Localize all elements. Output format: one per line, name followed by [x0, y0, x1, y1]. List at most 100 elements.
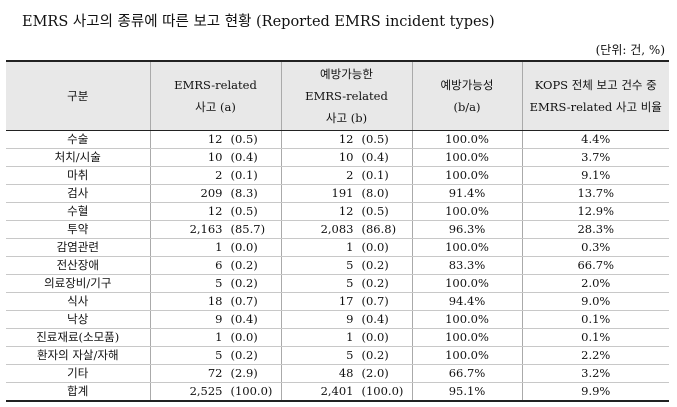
kops-ratio-cell: 9.0%: [521, 292, 669, 311]
preventable-percent: (0.4): [361, 150, 389, 164]
table-row: 마취 2 (0.1) 2 (0.1) 100.0% 9.1%: [6, 166, 669, 185]
emrs-count: 2,163: [189, 222, 223, 236]
preventability-cell: 100.0%: [411, 130, 522, 149]
emrs-count-cell: 6 (0.2): [149, 256, 281, 275]
emrs-count: 18: [207, 294, 223, 308]
preventable-count-cell: 5 (0.2): [280, 274, 412, 293]
preventability-cell: 95.1%: [411, 382, 522, 402]
emrs-count-cell: 18 (0.7): [149, 292, 281, 311]
emrs-count: 209: [200, 186, 223, 200]
table-row: 합계 2,525 (100.0) 2,401 (100.0) 95.1% 9.9%: [6, 382, 669, 402]
preventable-count-cell: 48 (2.0): [280, 364, 412, 383]
category-cell: 낙상: [6, 310, 150, 329]
preventable-percent: (0.5): [361, 204, 389, 218]
table-row: 수혈 12 (0.5) 12 (0.5) 100.0% 12.9%: [6, 202, 669, 221]
preventable-count-cell: 17 (0.7): [280, 292, 412, 311]
emrs-percent: (0.2): [230, 258, 258, 272]
kops-ratio-cell: 9.9%: [521, 382, 669, 402]
category-cell: 마취: [6, 166, 150, 185]
emrs-count-cell: 12 (0.5): [149, 130, 281, 149]
emrs-count-cell: 5 (0.2): [149, 274, 281, 293]
preventable-count-cell: 1 (0.0): [280, 328, 412, 347]
table-row: 수술 12 (0.5) 12 (0.5) 100.0% 4.4%: [6, 130, 669, 149]
kops-ratio-cell: 3.2%: [521, 364, 669, 383]
emrs-percent: (0.4): [230, 150, 258, 164]
emrs-percent: (0.7): [230, 294, 258, 308]
preventable-count: 17: [338, 294, 354, 308]
preventable-count: 191: [331, 186, 354, 200]
emrs-count-cell: 9 (0.4): [149, 310, 281, 329]
preventability-cell: 100.0%: [411, 202, 522, 221]
emrs-count: 1: [215, 240, 223, 254]
category-cell: 진료재료(소모품): [6, 328, 150, 347]
preventable-count: 12: [338, 204, 354, 218]
preventable-percent: (0.1): [361, 168, 389, 182]
preventability-cell: 66.7%: [411, 364, 522, 383]
preventable-count: 9: [346, 312, 354, 326]
preventable-count-cell: 2,401 (100.0): [280, 382, 412, 402]
emrs-percent: (100.0): [230, 384, 273, 398]
table-row: 검사 209 (8.3) 191 (8.0) 91.4% 13.7%: [6, 184, 669, 203]
category-cell: 감염관련: [6, 238, 150, 257]
kops-ratio-cell: 2.2%: [521, 346, 669, 365]
preventability-cell: 94.4%: [411, 292, 522, 311]
header-preventable-incidents: 예방가능한 EMRS-related 사고 (b): [280, 60, 412, 131]
preventable-count-cell: 191 (8.0): [280, 184, 412, 203]
emrs-count-cell: 209 (8.3): [149, 184, 281, 203]
emrs-count: 72: [207, 366, 223, 380]
table-row: 식사 18 (0.7) 17 (0.7) 94.4% 9.0%: [6, 292, 669, 311]
emrs-percent: (85.7): [230, 222, 266, 236]
emrs-percent: (2.9): [230, 366, 258, 380]
preventability-cell: 100.0%: [411, 166, 522, 185]
preventable-count: 10: [338, 150, 354, 164]
header-ratio-line2: EMRS-related 사고 비율: [529, 100, 662, 114]
category-cell: 전산장애: [6, 256, 150, 275]
preventable-count: 5: [346, 348, 354, 362]
preventable-count-cell: 1 (0.0): [280, 238, 412, 257]
category-cell: 합계: [6, 382, 150, 402]
table-row: 투약 2,163 (85.7) 2,083 (86.8) 96.3% 28.3%: [6, 220, 669, 239]
preventable-percent: (100.0): [361, 384, 404, 398]
preventable-count-cell: 2 (0.1): [280, 166, 412, 185]
emrs-percent: (0.1): [230, 168, 258, 182]
emrs-count-cell: 2 (0.1): [149, 166, 281, 185]
emrs-percent: (0.5): [230, 132, 258, 146]
table-row: 기타 72 (2.9) 48 (2.0) 66.7% 3.2%: [6, 364, 669, 383]
category-cell: 수혈: [6, 202, 150, 221]
header-preventability: 예방가능성 (b/a): [411, 60, 522, 131]
emrs-percent: (0.0): [230, 240, 258, 254]
emrs-count: 12: [207, 132, 223, 146]
emrs-count: 2: [215, 168, 223, 182]
preventable-count: 12: [338, 132, 354, 146]
header-emrs-line1: EMRS-related: [174, 78, 257, 92]
kops-ratio-cell: 66.7%: [521, 256, 669, 275]
kops-ratio-cell: 3.7%: [521, 148, 669, 167]
preventable-percent: (0.2): [361, 258, 389, 272]
emrs-count-cell: 10 (0.4): [149, 148, 281, 167]
kops-ratio-cell: 4.4%: [521, 130, 669, 149]
preventable-percent: (0.0): [361, 240, 389, 254]
preventability-cell: 100.0%: [411, 310, 522, 329]
emrs-count-cell: 5 (0.2): [149, 346, 281, 365]
preventability-cell: 100.0%: [411, 346, 522, 365]
preventable-count-cell: 2,083 (86.8): [280, 220, 412, 239]
preventable-count-cell: 5 (0.2): [280, 346, 412, 365]
table-row: 의료장비/기구 5 (0.2) 5 (0.2) 100.0% 2.0%: [6, 274, 669, 293]
emrs-count: 6: [215, 258, 223, 272]
emrs-count-cell: 12 (0.5): [149, 202, 281, 221]
emrs-count: 2,525: [189, 384, 223, 398]
preventable-percent: (0.2): [361, 276, 389, 290]
emrs-count: 9: [215, 312, 223, 326]
preventability-cell: 100.0%: [411, 238, 522, 257]
preventable-percent: (0.4): [361, 312, 389, 326]
table-row: 낙상 9 (0.4) 9 (0.4) 100.0% 0.1%: [6, 310, 669, 329]
emrs-count-cell: 2,525 (100.0): [149, 382, 281, 402]
emrs-percent: (0.4): [230, 312, 258, 326]
category-cell: 처치/시술: [6, 148, 150, 167]
preventable-count: 5: [346, 276, 354, 290]
table-body: 수술 12 (0.5) 12 (0.5) 100.0% 4.4% 처치/시술 10 (0.4) 10…: [6, 130, 669, 402]
category-cell: 의료장비/기구: [6, 274, 150, 293]
preventable-percent: (0.7): [361, 294, 389, 308]
header-rate-line2: (b/a): [453, 100, 481, 114]
preventable-percent: (0.5): [361, 132, 389, 146]
